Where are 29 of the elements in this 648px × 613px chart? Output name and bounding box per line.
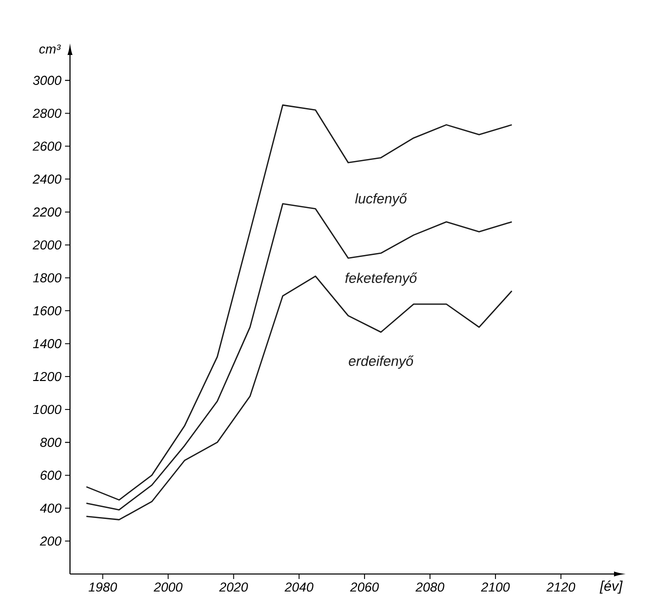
y-tick-label: 2200 — [32, 207, 62, 217]
y-tick-label: 400 — [40, 504, 62, 513]
x-tick-label: 2020 — [219, 582, 248, 592]
line-series — [86, 104, 512, 501]
text: erdeifenyő — [348, 356, 414, 369]
y-tick-label: 1200 — [33, 372, 62, 382]
x-tick-label: 2120 — [546, 582, 576, 592]
x-tick-label: 2000 — [154, 582, 182, 592]
y-tick-label: 1000 — [33, 404, 62, 414]
y-axis-title: cm³ — [39, 44, 61, 54]
y-tick-label: 3000 — [32, 76, 62, 85]
y-tick-label: 600 — [40, 470, 62, 480]
y-tick-label: 1600 — [33, 306, 62, 316]
y-tick-label: 2600 — [32, 142, 62, 151]
y-tick-label: 2400 — [32, 174, 62, 184]
x-tick-label: 2040 — [284, 582, 314, 592]
y-tick-label: 1800 — [33, 273, 62, 282]
x-tick-label: 2060 — [350, 582, 379, 592]
x-tick-label: 1980 — [88, 582, 118, 592]
x-axis-title: [év] — [600, 580, 623, 594]
y-tick-label: 2000 — [32, 240, 62, 250]
y-tick-label: 2800 — [32, 108, 62, 118]
x-tick-label: 2100 — [480, 582, 510, 592]
text: lucfenyő — [355, 193, 408, 206]
x-tick-label: 2080 — [416, 582, 444, 592]
y-tick-label: 1400 — [33, 339, 62, 348]
y-tick-label: 200 — [40, 536, 62, 546]
series-label: feketefenyő — [345, 272, 418, 286]
y-tick-label: 800 — [40, 438, 62, 447]
